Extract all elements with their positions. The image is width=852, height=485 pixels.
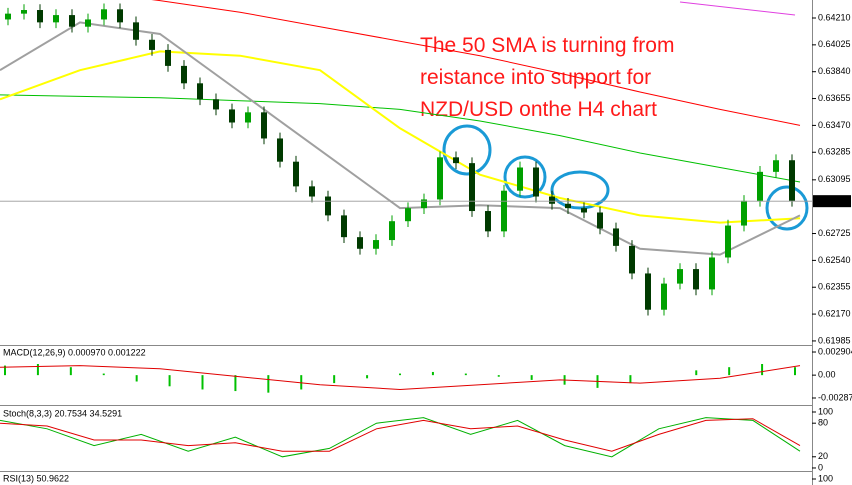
y-tick-label: 0.61985 xyxy=(818,335,851,345)
candle-body xyxy=(709,257,715,290)
rsi-label: RSI(13) 50.9622 xyxy=(3,473,69,483)
ma-line xyxy=(151,0,801,126)
ma-line xyxy=(0,50,801,224)
candle-body xyxy=(597,212,603,229)
candle-body xyxy=(37,10,43,23)
candle-body xyxy=(197,83,203,100)
y-tick-label: 0.62355 xyxy=(818,282,851,292)
candle-body xyxy=(645,273,651,310)
candle-body xyxy=(517,167,523,191)
candle-body xyxy=(325,196,331,216)
y-tick-label: 0 xyxy=(818,462,823,472)
ma-line xyxy=(679,1,796,16)
stoch-main xyxy=(0,417,801,458)
candle-body xyxy=(117,9,123,23)
candle-body xyxy=(485,211,491,232)
candle-body xyxy=(741,200,747,226)
stoch-signal xyxy=(0,418,801,452)
highlight-circle xyxy=(550,170,610,210)
candle-body xyxy=(469,163,475,212)
ma-line xyxy=(0,94,801,183)
candle-body xyxy=(677,269,683,284)
candle-body xyxy=(341,215,347,238)
candle-body xyxy=(357,237,363,249)
candle-body xyxy=(757,171,763,201)
highlight-circle xyxy=(503,155,547,199)
candle-body xyxy=(629,245,635,274)
y-tick-label: 0.63470 xyxy=(818,120,851,130)
candle-body xyxy=(693,269,699,290)
y-tick-label: 100 xyxy=(818,406,833,416)
candle-body xyxy=(53,15,59,23)
last-price-box xyxy=(813,195,851,208)
highlight-circle xyxy=(765,185,809,231)
candle-body xyxy=(549,196,555,204)
candle-body xyxy=(133,22,139,40)
highlight-circle xyxy=(442,124,492,176)
candle-body xyxy=(453,157,459,164)
y-tick-label: 0.63285 xyxy=(818,147,851,157)
candle-body xyxy=(725,225,731,258)
candle-body xyxy=(69,15,75,27)
annotation: NZD/USD onthe H4 chart xyxy=(420,98,657,121)
y-tick-label: 0.63095 xyxy=(818,174,851,184)
candle-body xyxy=(661,283,667,310)
candle-body xyxy=(581,208,587,213)
candle-body xyxy=(293,161,299,187)
candle-body xyxy=(277,138,283,162)
candle-body xyxy=(165,49,171,66)
candle-body xyxy=(245,112,251,123)
candle-body xyxy=(613,228,619,246)
candle-body xyxy=(533,167,539,197)
candle-body xyxy=(389,221,395,241)
y-tick-label: 0.62540 xyxy=(818,255,851,265)
stoch-label: Stoch(8,3,3) 20.7534 34.5291 xyxy=(3,408,122,418)
candle-body xyxy=(501,190,507,232)
candle-body xyxy=(789,160,795,201)
candle-body xyxy=(101,9,107,20)
y-tick-label: 20 xyxy=(818,451,828,461)
candle-body xyxy=(565,203,571,209)
candle-body xyxy=(261,112,267,139)
candle-body xyxy=(309,186,315,197)
candle-body xyxy=(229,109,235,123)
candle-body xyxy=(405,208,411,222)
candle-body xyxy=(773,160,779,172)
y-tick-label: 0.002904 xyxy=(818,346,852,356)
candle-body xyxy=(181,65,187,84)
candle-body xyxy=(437,157,443,200)
candle-body xyxy=(21,10,27,14)
y-tick-label: 0.63840 xyxy=(818,66,851,76)
candle-body xyxy=(85,19,91,27)
y-tick-label: 0.63655 xyxy=(818,93,851,103)
candle-body xyxy=(213,99,219,110)
annotation: The 50 SMA is turning from xyxy=(420,34,674,57)
macd-label: MACD(12,26,9) 0.000970 0.001222 xyxy=(3,347,146,357)
candle-body xyxy=(5,13,11,20)
y-tick-label: 0.62725 xyxy=(818,228,851,238)
candle-body xyxy=(421,199,427,209)
y-tick-label: 0.64210 xyxy=(818,12,851,22)
annotation: reistance into support for xyxy=(420,66,651,89)
candle-body xyxy=(149,39,155,50)
y-tick-label: -0.00287 xyxy=(818,392,852,402)
y-tick-label: 0.62170 xyxy=(818,308,851,318)
y-tick-label: 100 xyxy=(818,473,833,483)
macd-signal xyxy=(0,365,801,391)
y-tick-label: 0.64025 xyxy=(818,39,851,49)
candle-body xyxy=(373,240,379,249)
last-price-label: 0.62948 xyxy=(816,196,849,206)
y-tick-label: 0.00 xyxy=(818,370,836,380)
y-tick-label: 80 xyxy=(818,418,828,428)
